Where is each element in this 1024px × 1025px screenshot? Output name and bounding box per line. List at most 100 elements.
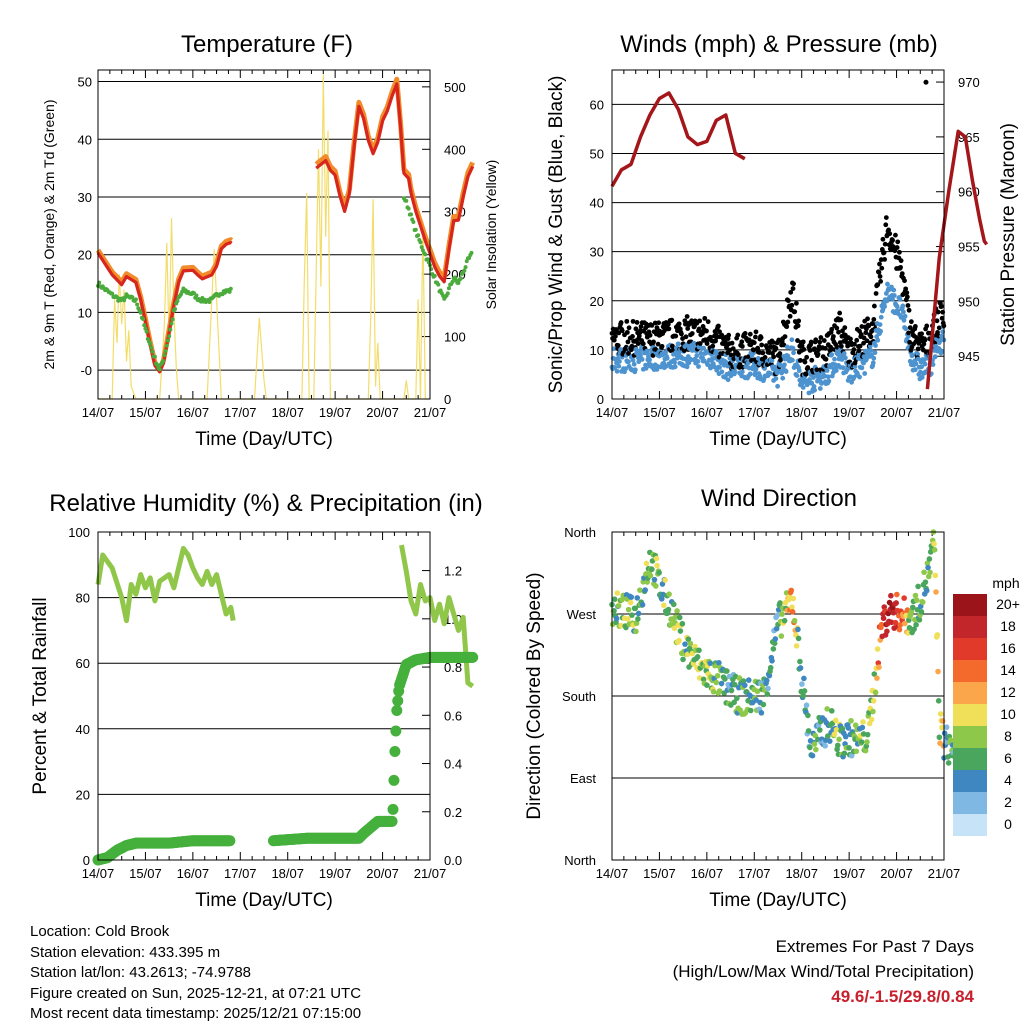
direction-point [659, 581, 666, 587]
x-tick-label: 19/07 [319, 405, 352, 420]
gust-point [907, 325, 913, 331]
gust-point [877, 261, 882, 267]
dewpoint-point [144, 329, 149, 334]
wind-point [900, 303, 906, 309]
wind-point [769, 358, 775, 364]
direction-point [913, 621, 919, 628]
gust-point [897, 249, 902, 255]
dewpoint-point [462, 268, 467, 273]
precip-point [386, 815, 398, 827]
direction-point [635, 616, 641, 622]
direction-point [685, 636, 692, 643]
precip-point [224, 835, 236, 847]
x-tick-label: 18/07 [785, 866, 818, 881]
y-tick-label: West [567, 607, 597, 622]
wind-point [782, 362, 787, 368]
direction-point [696, 647, 702, 654]
wind-point [663, 350, 668, 356]
gust-point [922, 337, 928, 343]
gust-point [770, 339, 776, 345]
direction-point [680, 656, 686, 663]
wind-point [755, 356, 761, 361]
gust-point [866, 323, 872, 329]
wind-point [676, 341, 681, 347]
wind-point [857, 374, 862, 380]
wind-point [897, 296, 903, 302]
colorbar-label: 20+ [996, 596, 1020, 612]
direction-point [651, 576, 658, 583]
dewpoint-point [436, 282, 441, 287]
y-tick-label: 20 [76, 787, 90, 802]
direction-point [805, 728, 812, 734]
direction-point [625, 616, 631, 622]
gust-point [758, 335, 764, 341]
gust-point [898, 264, 903, 270]
wind-point [825, 374, 831, 380]
wind-point [912, 367, 918, 373]
direction-point [714, 672, 721, 679]
direction-point [939, 718, 946, 724]
direction-point [611, 607, 617, 614]
wind-point [807, 377, 812, 382]
direction-point [860, 719, 866, 725]
direction-point [807, 744, 813, 751]
direction-point [947, 737, 954, 743]
wind-point [829, 352, 835, 357]
wind-point [639, 356, 645, 362]
gust-point [762, 355, 768, 360]
direction-point [694, 654, 701, 660]
direction-point [919, 599, 926, 605]
gust-point [899, 271, 905, 277]
direction-point [894, 591, 900, 598]
direction-point [769, 658, 775, 664]
direction-point [832, 717, 839, 724]
gust-point [717, 329, 722, 335]
gust-point [735, 332, 741, 338]
direction-point [841, 750, 848, 757]
direction-point [649, 566, 655, 573]
direction-point [713, 679, 720, 686]
gust-point [615, 343, 621, 348]
y-axis-label: Sonic/Prop Wind & Gust (Blue, Black) [546, 76, 567, 394]
dewpoint-point [130, 295, 135, 300]
wind-point [870, 360, 876, 366]
wind-point [832, 356, 837, 362]
y-tick-label: 10 [590, 343, 604, 358]
gust-point [818, 335, 824, 340]
direction-point [842, 733, 849, 740]
direction-point [939, 724, 945, 731]
wind-point [780, 375, 786, 381]
wind-point [783, 369, 789, 374]
gust-point [651, 339, 656, 345]
gust-point [908, 319, 914, 325]
direction-point [634, 595, 641, 601]
direction-point [777, 600, 783, 606]
x-tick-label: 18/07 [271, 866, 304, 881]
gust-point [624, 318, 630, 324]
direction-point [925, 564, 931, 571]
direction-point [660, 602, 667, 609]
wind-point [632, 367, 638, 373]
extremes-values: 49.6/-1.5/29.8/0.84 [831, 987, 974, 1006]
wind-point [891, 287, 897, 293]
gust-point [676, 321, 682, 327]
gust-point [837, 310, 843, 316]
gust-point [649, 322, 655, 328]
gust-point [722, 339, 728, 344]
wind-point [684, 364, 690, 370]
panel-title: Temperature (F) [181, 31, 353, 58]
gust-point [863, 330, 869, 336]
gust-point [877, 274, 883, 279]
dewpoint-point [432, 273, 437, 278]
gust-point [904, 294, 910, 300]
direction-point [765, 685, 771, 692]
direction-point [902, 620, 908, 627]
winds-pressure-panel: Winds (mph) & Pressure (mb) 14/07 15/07 16/… [546, 31, 1019, 450]
temp-2m-line [96, 82, 475, 374]
y-right-tick-label: 0.6 [444, 708, 462, 723]
gust-point [786, 298, 791, 304]
direction-point [781, 617, 788, 624]
gust-point [882, 241, 888, 247]
gust-point [904, 290, 910, 296]
direction-point [932, 572, 939, 579]
